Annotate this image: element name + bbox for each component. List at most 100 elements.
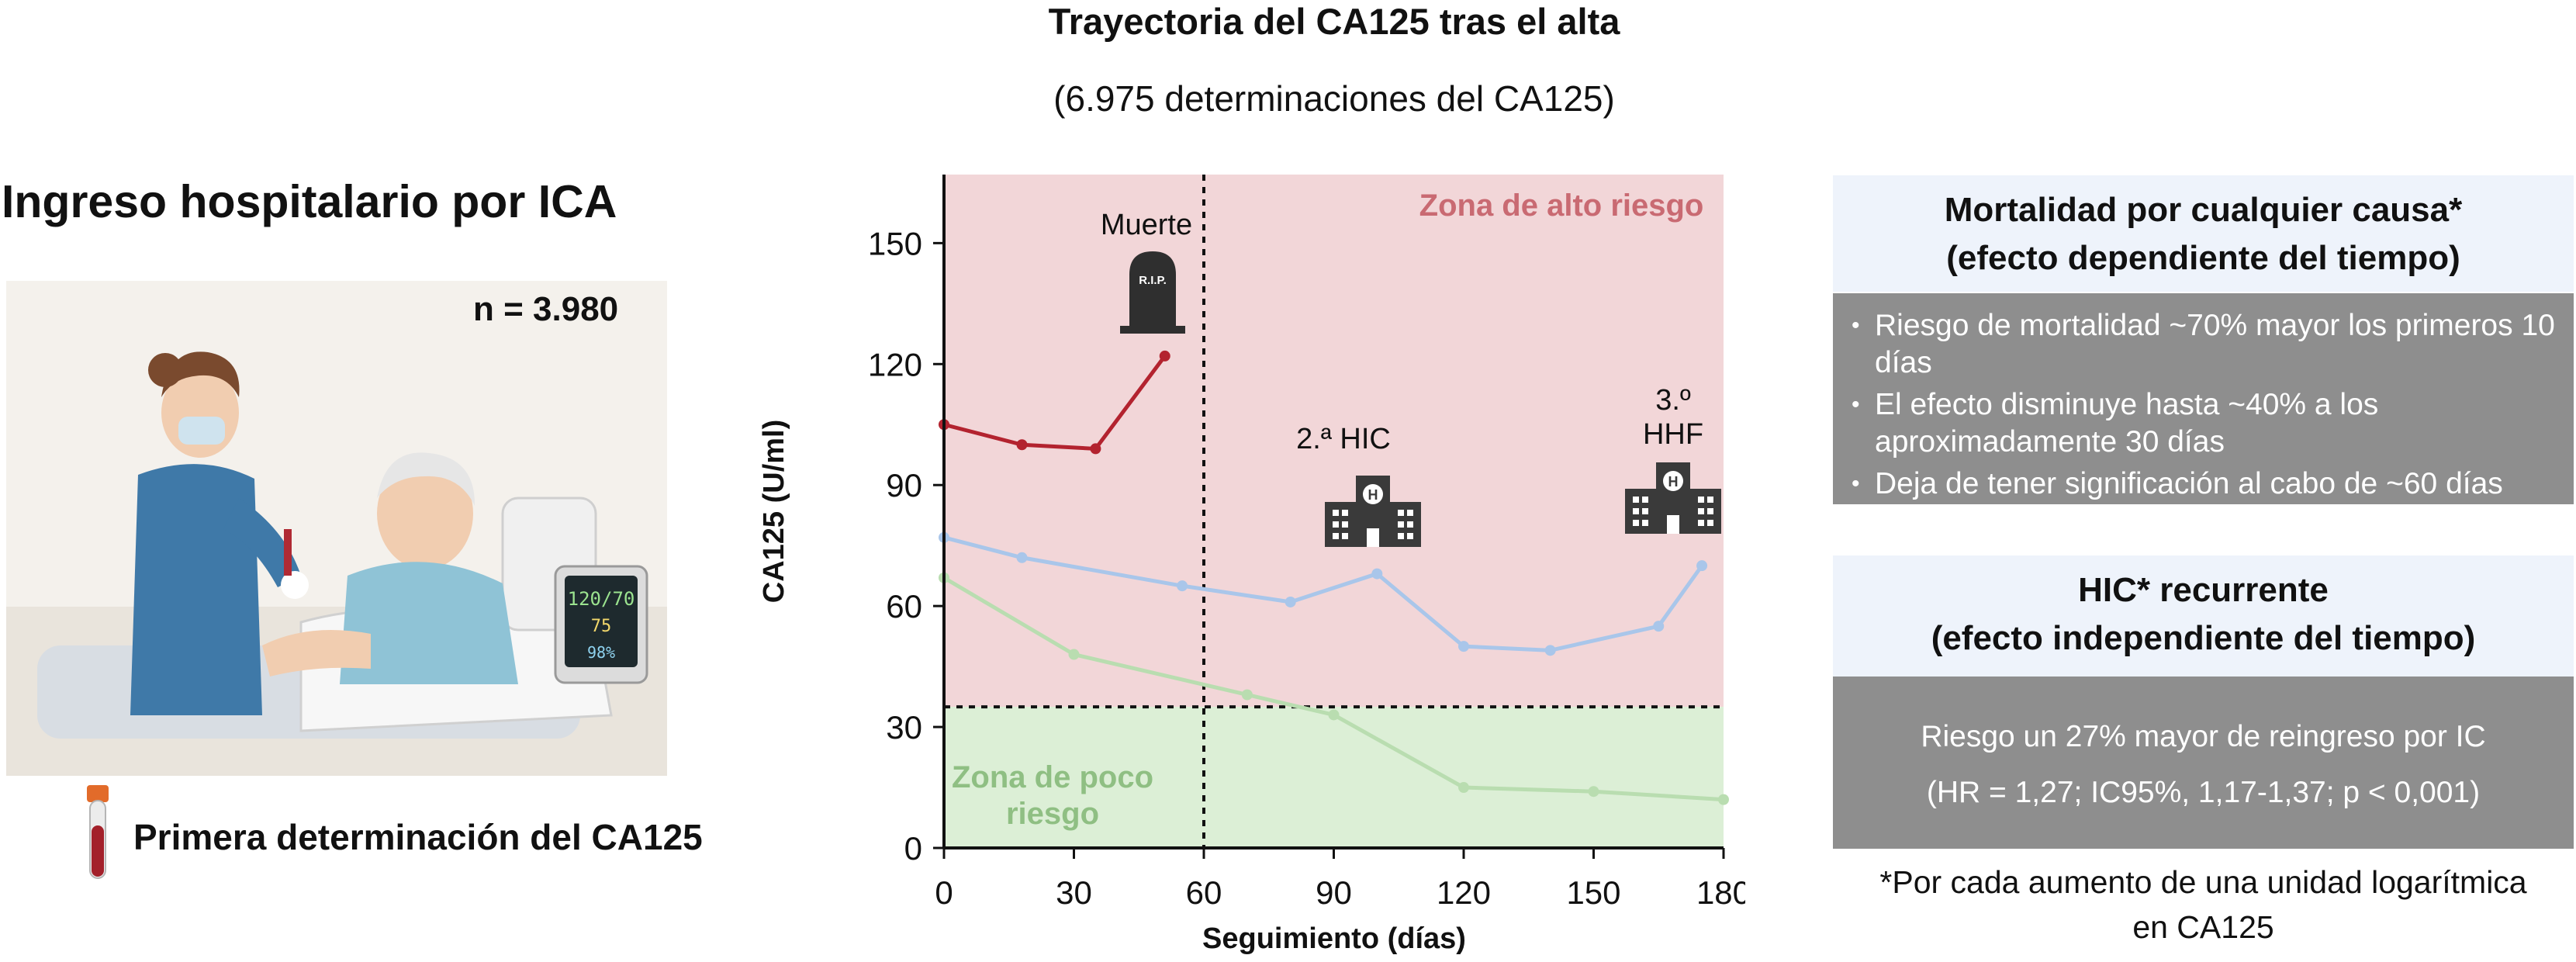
hospital-sign-letter: H: [1668, 474, 1679, 490]
mortality-head-line1: Mortalidad por cualquier causa*: [1944, 191, 2463, 229]
hospital-window: [1642, 520, 1648, 526]
mortality-panel-header: Mortalidad por cualquier causa* (efecto …: [1833, 175, 2574, 292]
svg-text:98%: 98%: [587, 643, 615, 662]
low-risk-zone: [944, 707, 1724, 848]
tombstone-shape: [1129, 251, 1176, 326]
hospital-window: [1407, 521, 1413, 528]
x-tick-label: 60: [1186, 874, 1222, 911]
hospital-wing-left: [1625, 489, 1656, 534]
mortality-bullet: Riesgo de mortalidad ~70% mayor los prim…: [1844, 307, 2563, 382]
data-point: [1544, 645, 1556, 656]
hospital-window: [1707, 508, 1713, 514]
third-hhf-label-line1: 3.º: [1655, 384, 1691, 417]
death-label: Muerte: [1101, 209, 1192, 241]
hospital-window: [1342, 521, 1348, 528]
svg-text:75: 75: [591, 617, 612, 636]
hospital-window: [1633, 520, 1639, 526]
y-tick-label: 120: [868, 346, 922, 382]
data-point: [1328, 709, 1340, 721]
svg-text:120/70: 120/70: [568, 588, 635, 610]
second-hic-label: 2.ª HIC: [1296, 423, 1391, 455]
data-point: [1458, 782, 1469, 794]
hospital-window: [1698, 497, 1704, 503]
hospital-sign-letter: H: [1368, 487, 1378, 503]
series-line: [943, 355, 1167, 451]
hospital-wing-left: [1325, 502, 1356, 547]
y-axis-title: CA125 (U/ml): [758, 420, 790, 604]
high-risk-zone: [944, 175, 1724, 708]
hospital-window: [1633, 497, 1639, 503]
data-point: [1177, 580, 1188, 592]
y-tick-label: 150: [868, 225, 922, 261]
tombstone-icon: R.I.P.: [1120, 251, 1185, 334]
data-point: [1016, 552, 1028, 563]
hic-head-line2: (efecto independiente del tiempo): [1931, 619, 2476, 657]
hospital-window: [1398, 510, 1404, 516]
chart-subtitle: (6.975 determinaciones del CA125): [1053, 78, 1615, 119]
nurse-patient-illustration: 120/70 75 98%: [6, 281, 667, 776]
hospital-door: [1367, 528, 1379, 547]
y-tick-label: 30: [886, 709, 922, 746]
y-tick-label: 90: [886, 467, 922, 503]
data-point: [1016, 439, 1028, 451]
mortality-bullet: Deja de tener significación al cabo de ~…: [1844, 465, 2563, 503]
data-point: [1285, 596, 1296, 607]
low-risk-label-line2: riesgo: [1006, 797, 1099, 831]
mortality-panel-body: Riesgo de mortalidad ~70% mayor los prim…: [1833, 293, 2574, 504]
data-point: [1718, 794, 1729, 805]
tombstone-text: R.I.P.: [1139, 274, 1167, 287]
low-risk-label-line1: Zona de poco: [952, 760, 1153, 794]
hospital-sign: [1663, 471, 1683, 491]
mortality-bullet: El efecto disminuye hasta ~40% a los apr…: [1844, 386, 2563, 461]
blood-tube-icon: [87, 785, 109, 879]
sample-size-label: n = 3.980: [473, 290, 619, 328]
x-tick-label: 120: [1437, 874, 1491, 911]
left-heading: Ingreso hospitalario por ICA: [2, 176, 617, 227]
hospital-window: [1642, 497, 1648, 503]
first-measure-label: Primera determinación del CA125: [133, 817, 703, 857]
data-point: [1371, 568, 1383, 580]
data-point: [1588, 786, 1599, 798]
hospital-wing-right: [1390, 502, 1421, 547]
high-risk-label: Zona de alto riesgo: [1419, 189, 1704, 223]
x-tick-label: 90: [1316, 874, 1352, 911]
hospital-window: [1707, 520, 1713, 526]
tombstone-base: [1120, 326, 1185, 334]
data-point: [1653, 621, 1665, 632]
hospital-window: [1407, 533, 1413, 539]
x-tick-label: 0: [935, 874, 953, 911]
chart-title: Trayectoria del CA125 tras el alta: [1048, 1, 1620, 42]
x-axis-title: Seguimiento (días): [1202, 922, 1466, 955]
hospital-window: [1698, 520, 1704, 526]
x-tick-label: 180: [1696, 874, 1745, 911]
data-point: [1090, 443, 1101, 455]
hospital-window: [1342, 533, 1348, 539]
data-point: [1696, 560, 1708, 572]
hospital-window: [1333, 533, 1339, 539]
hospital-window: [1398, 533, 1404, 539]
hospital-icon: H: [1325, 476, 1421, 547]
footnote-line1: *Por cada aumento de una unidad logarítm…: [1879, 864, 2527, 900]
hic-panel-body: Riesgo un 27% mayor de reingreso por IC …: [1833, 677, 2574, 849]
hic-head-line1: HIC* recurrente: [2078, 571, 2329, 609]
x-tick-label: 30: [1056, 874, 1092, 911]
hospital-window: [1342, 510, 1348, 516]
third-hhf-label-line2: HHF: [1643, 418, 1703, 451]
hospital-window: [1407, 510, 1413, 516]
mortality-head-line2: (efecto dependiente del tiempo): [1946, 239, 2460, 277]
hospital-sign: [1363, 484, 1383, 504]
hospital-window: [1642, 508, 1648, 514]
hospital-window: [1698, 508, 1704, 514]
data-point: [1458, 641, 1469, 652]
hospital-icon: H: [1625, 462, 1721, 534]
data-point: [1068, 649, 1080, 660]
hic-panel-header: HIC* recurrente (efecto independiente de…: [1833, 555, 2574, 677]
hospital-window: [1333, 521, 1339, 528]
y-tick-label: 0: [904, 830, 922, 867]
hic-result-line1: Riesgo un 27% mayor de reingreso por IC: [1921, 720, 2486, 753]
data-point: [1159, 350, 1170, 362]
x-tick-label: 150: [1566, 874, 1620, 911]
hospital-window: [1398, 521, 1404, 528]
footnote: *Por cada aumento de una unidad logarítm…: [1833, 860, 2574, 950]
